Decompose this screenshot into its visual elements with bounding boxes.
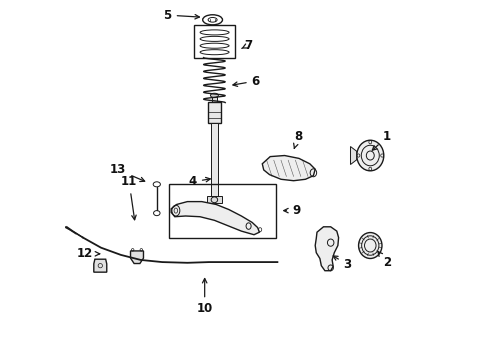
Text: 7: 7 [242,39,253,51]
Text: 8: 8 [294,130,302,148]
Text: 3: 3 [333,256,352,271]
Ellipse shape [357,140,384,171]
Text: 4: 4 [189,175,210,188]
Ellipse shape [210,93,219,98]
Bar [170,184,275,238]
Text: 12: 12 [76,247,99,260]
Text: 13: 13 [110,163,145,181]
Text: 5: 5 [164,9,199,22]
Text: 11: 11 [121,175,137,220]
Bar [207,196,221,203]
Text: 6: 6 [233,75,260,87]
Text: 9: 9 [284,204,300,217]
Polygon shape [94,259,107,272]
Polygon shape [350,147,357,165]
Text: 2: 2 [378,252,391,269]
Text: 10: 10 [196,279,213,315]
Polygon shape [262,156,315,181]
Polygon shape [171,202,259,235]
Bar [212,96,217,103]
Polygon shape [130,251,144,264]
Bar [194,25,235,58]
Bar [211,123,218,197]
Text: 1: 1 [372,130,391,150]
Bar [208,102,221,123]
Polygon shape [315,227,339,271]
Ellipse shape [359,233,382,258]
